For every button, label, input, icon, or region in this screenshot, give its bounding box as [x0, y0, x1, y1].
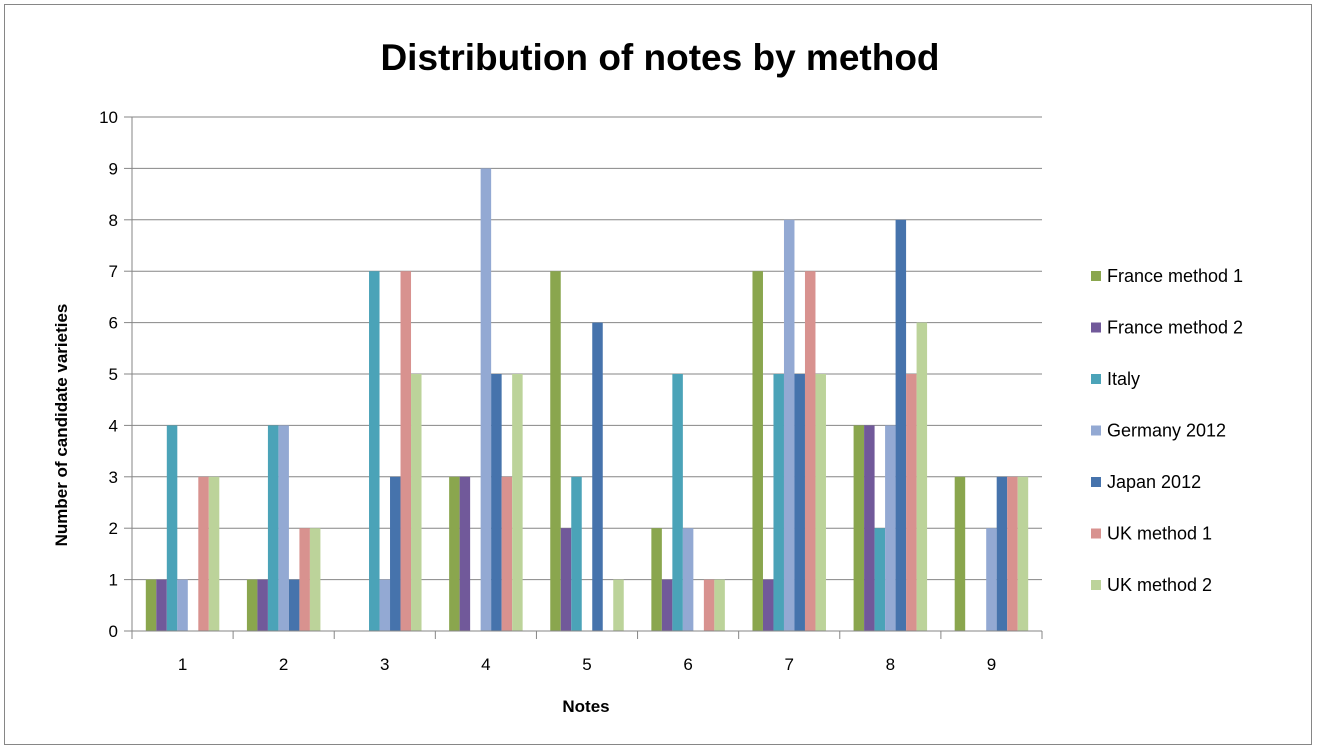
bar — [613, 579, 624, 631]
legend-swatch — [1091, 528, 1101, 539]
y-axis-title: Number of candidate varieties — [52, 304, 71, 547]
legend-swatch — [1091, 580, 1101, 590]
legend-label: France method 1 — [1107, 266, 1243, 286]
bar — [864, 425, 875, 631]
y-tick-label: 6 — [109, 314, 118, 333]
bar — [815, 374, 826, 631]
bar — [783, 219, 795, 632]
legend-label: France method 2 — [1107, 318, 1243, 338]
bar — [257, 579, 268, 631]
y-tick-label: 1 — [109, 571, 118, 590]
y-tick-label: 5 — [109, 365, 118, 384]
legend-swatch — [1091, 374, 1101, 384]
legend-swatch — [1091, 477, 1101, 487]
bar — [762, 579, 774, 631]
bar — [651, 528, 662, 631]
legend-swatch — [1091, 322, 1101, 333]
bar — [916, 322, 928, 631]
bar — [1007, 476, 1018, 631]
bar — [794, 374, 805, 631]
y-tick-label: 0 — [109, 622, 118, 641]
bar — [208, 476, 220, 631]
bar — [299, 528, 310, 631]
chart-title: Distribution of notes by method — [380, 37, 939, 78]
bar — [853, 425, 865, 631]
x-tick-labels: 1 2 3 4 5 6 7 8 9 — [178, 655, 996, 674]
bar — [954, 476, 966, 631]
bar — [986, 528, 997, 631]
legend-swatch — [1091, 425, 1101, 436]
bar — [459, 476, 471, 631]
bar — [379, 579, 391, 631]
bar — [411, 374, 422, 631]
bars — [145, 168, 1029, 632]
bar — [672, 374, 683, 631]
bar — [752, 271, 763, 631]
bar — [804, 271, 816, 631]
y-tick-label: 10 — [99, 108, 118, 127]
bar — [512, 374, 523, 631]
bar — [885, 425, 896, 631]
bar — [895, 219, 907, 632]
bar — [550, 271, 561, 631]
legend-label: UK method 1 — [1107, 524, 1212, 544]
bar — [773, 374, 784, 631]
legend-label: UK method 2 — [1107, 575, 1212, 595]
bar — [278, 425, 289, 631]
bar — [491, 374, 502, 631]
bar — [480, 168, 492, 631]
bar — [166, 425, 178, 631]
y-tick-label: 7 — [109, 262, 118, 281]
bar — [390, 476, 401, 631]
bar — [1017, 476, 1029, 631]
bar — [874, 528, 886, 631]
legend-label: Japan 2012 — [1107, 472, 1201, 492]
bar — [906, 374, 917, 631]
x-tick-label: 3 — [380, 655, 389, 674]
bar — [309, 528, 321, 631]
axes — [131, 117, 1043, 639]
bar — [288, 579, 300, 631]
x-tick-label: 7 — [784, 655, 793, 674]
bar — [501, 476, 513, 631]
x-tick-label: 1 — [178, 655, 187, 674]
bar — [592, 322, 603, 631]
bar — [400, 271, 412, 631]
x-tick-label: 6 — [683, 655, 692, 674]
legend-swatch — [1091, 271, 1101, 281]
x-tick-label: 4 — [481, 655, 490, 674]
bar — [246, 579, 258, 631]
x-tick-label: 5 — [582, 655, 591, 674]
bar — [682, 528, 694, 631]
bar — [560, 528, 572, 631]
bar — [145, 579, 157, 631]
y-tick-label: 2 — [109, 519, 118, 538]
bar — [661, 579, 673, 631]
bar — [703, 579, 715, 631]
bar — [198, 476, 209, 631]
y-tick-label: 9 — [109, 159, 118, 178]
y-tick-label: 3 — [109, 468, 118, 487]
x-axis-title: Notes — [562, 697, 609, 716]
legend-label: Italy — [1107, 369, 1140, 389]
bar — [369, 271, 380, 631]
x-tick-label: 9 — [987, 655, 996, 674]
legend: France method 1 France method 2 Italy Germa… — [1091, 266, 1243, 595]
bar — [996, 476, 1008, 631]
x-tick-label: 2 — [279, 655, 288, 674]
bar — [156, 579, 167, 631]
y-tick-label: 4 — [109, 416, 118, 435]
bar — [267, 425, 279, 631]
y-tick-label: 8 — [109, 211, 118, 230]
bar — [714, 579, 725, 631]
x-tick-label: 8 — [886, 655, 895, 674]
bar — [571, 476, 582, 631]
y-tick-labels: 0 1 2 3 4 5 6 7 8 9 10 — [99, 108, 118, 641]
bar — [449, 476, 460, 631]
legend-label: Germany 2012 — [1107, 421, 1226, 441]
bar — [177, 579, 188, 631]
